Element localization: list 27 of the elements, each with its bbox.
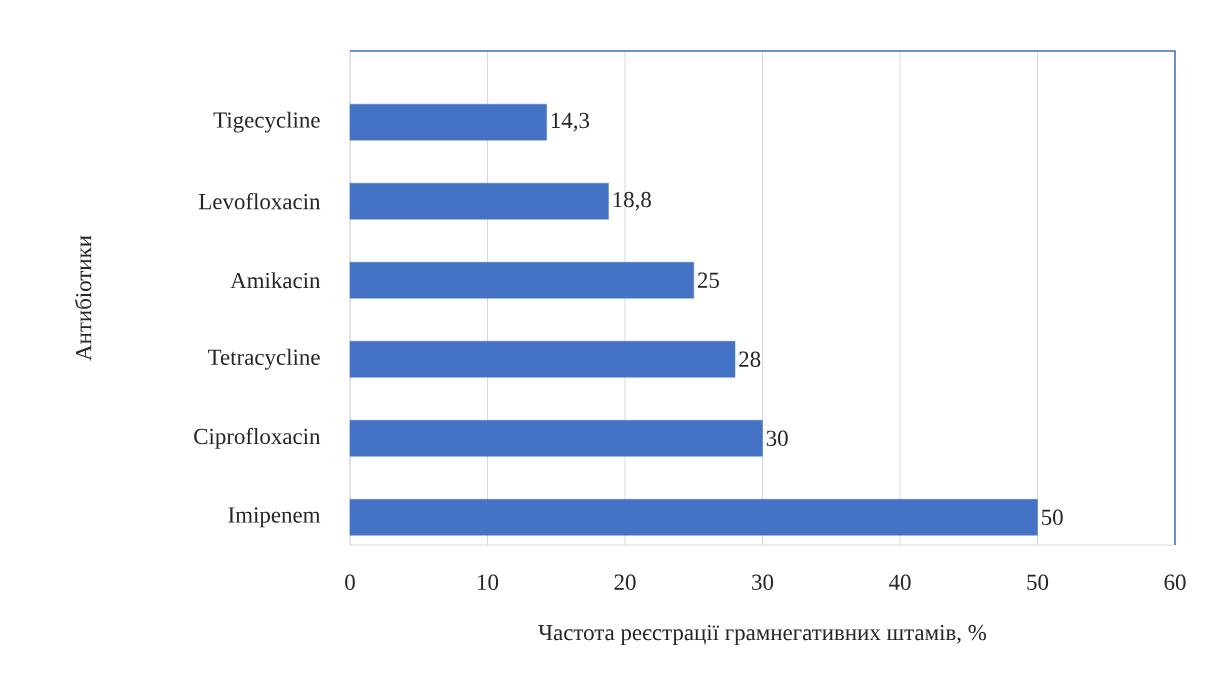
y-tick-label: Tetracycline xyxy=(208,348,320,370)
x-tick-label: 50 xyxy=(1027,574,1049,590)
data-label: 50 xyxy=(1042,509,1063,526)
bar xyxy=(349,262,694,299)
bar xyxy=(349,182,609,220)
x-tick-label: 60 xyxy=(1164,574,1186,590)
data-label: 25 xyxy=(697,272,719,288)
y-tick-label: Tigecycline xyxy=(213,111,320,133)
y-axis-title: Антибіотики xyxy=(74,235,92,361)
data-label: 28 xyxy=(739,351,761,367)
x-tick-label: 20 xyxy=(614,574,636,590)
x-tick-label: 0 xyxy=(345,574,355,590)
y-tick-label: Imipenem xyxy=(228,507,321,528)
y-tick-label: Levofloxacin xyxy=(198,192,321,210)
y-tick-label: Ciprofloxacin xyxy=(194,427,321,449)
x-tick-label: 30 xyxy=(752,574,774,590)
y-tick-label: Amikacin xyxy=(230,272,321,289)
data-label: 14,3 xyxy=(551,112,590,132)
x-axis-title: Частота реєстрації грамнегативних штамів, % xyxy=(538,624,987,645)
x-tick-label: 40 xyxy=(889,574,911,590)
bar xyxy=(349,341,736,378)
bar xyxy=(349,103,547,141)
data-label: 30 xyxy=(766,430,788,447)
x-tick-label: 10 xyxy=(478,574,499,590)
bar xyxy=(349,499,1038,536)
bar xyxy=(349,420,763,457)
data-label: 18,8 xyxy=(613,191,651,211)
